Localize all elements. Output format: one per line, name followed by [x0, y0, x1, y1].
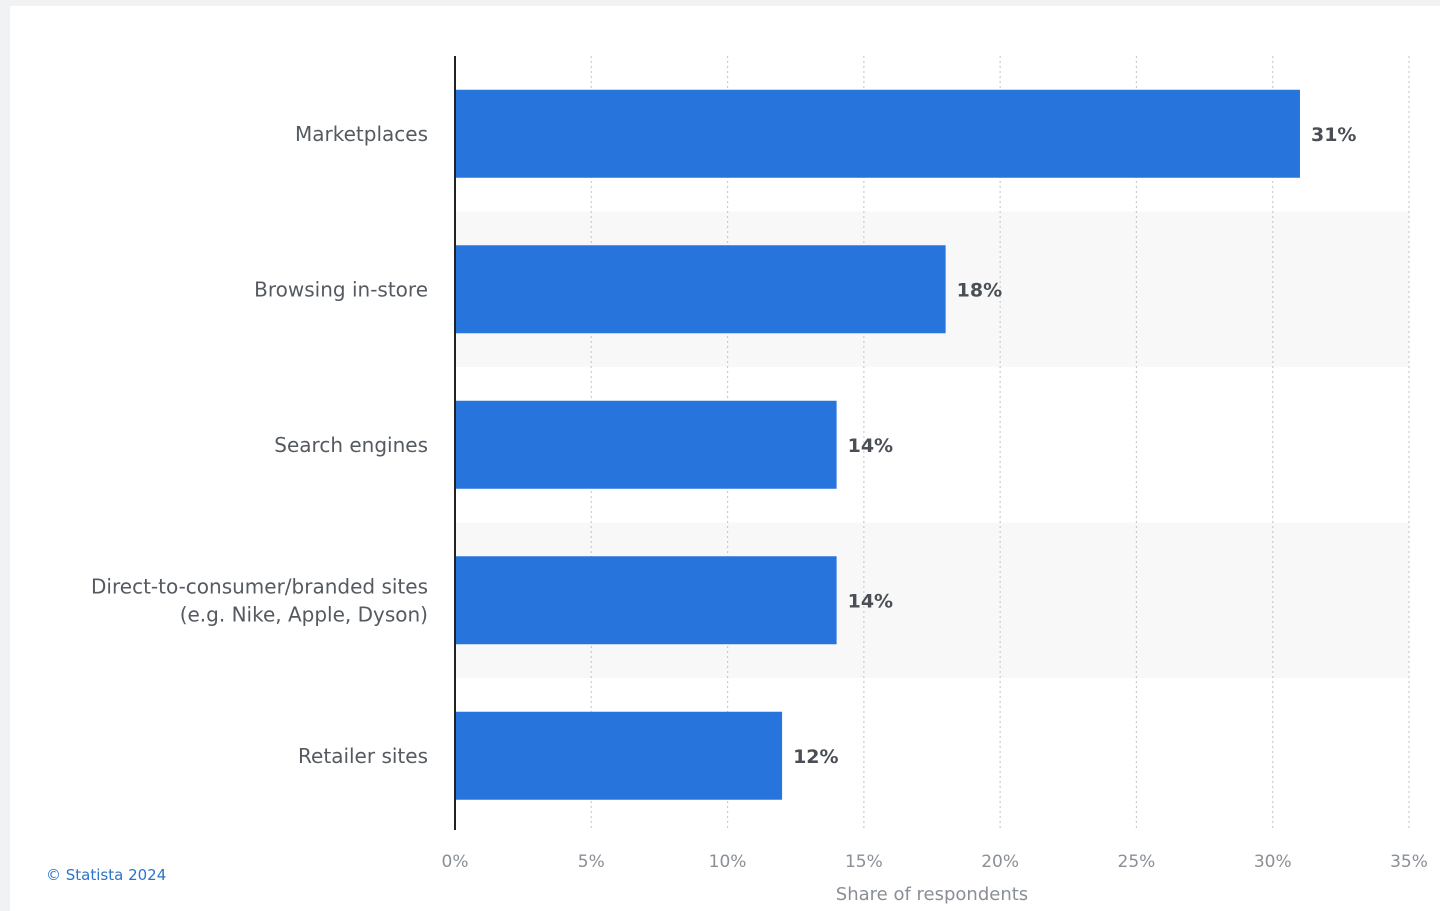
x-axis-title: Share of respondents	[836, 884, 1028, 905]
x-tick-label: 5%	[578, 852, 605, 872]
category-label: Search engines	[274, 433, 428, 457]
bar[interactable]	[455, 245, 946, 334]
x-tick-label: 10%	[709, 852, 747, 872]
data-label: 31%	[1311, 124, 1356, 146]
x-tick-label: 25%	[1118, 852, 1156, 872]
category-labels: Marketplaces Browsing in-store Search engi…	[91, 122, 428, 768]
x-tick-label: 0%	[442, 852, 469, 872]
value-labels: 31% 18% 14% 14% 12%	[793, 124, 1356, 768]
data-label: 18%	[957, 279, 1002, 301]
category-label: Direct-to-consumer/branded sites	[91, 574, 428, 598]
bar[interactable]	[455, 711, 783, 800]
statista-credit[interactable]: © Statista 2024	[46, 866, 167, 884]
data-label: 14%	[848, 590, 893, 612]
category-label: Marketplaces	[295, 122, 428, 146]
x-tick-label: 20%	[981, 852, 1019, 872]
bar[interactable]	[455, 556, 837, 645]
bar[interactable]	[455, 89, 1300, 178]
x-tick-label: 15%	[845, 852, 883, 872]
category-label: Browsing in-store	[254, 277, 428, 301]
x-tick-label: 30%	[1254, 852, 1292, 872]
data-label: 12%	[793, 746, 838, 768]
x-tick-labels: 0% 5% 10% 15% 20% 25% 30% 35%	[442, 852, 1428, 872]
category-label: (e.g. Nike, Apple, Dyson)	[180, 602, 428, 626]
bar[interactable]	[455, 400, 837, 489]
bars	[455, 89, 1300, 800]
data-label: 14%	[848, 435, 893, 457]
x-tick-label: 35%	[1390, 852, 1428, 872]
category-label: Retailer sites	[298, 744, 428, 768]
